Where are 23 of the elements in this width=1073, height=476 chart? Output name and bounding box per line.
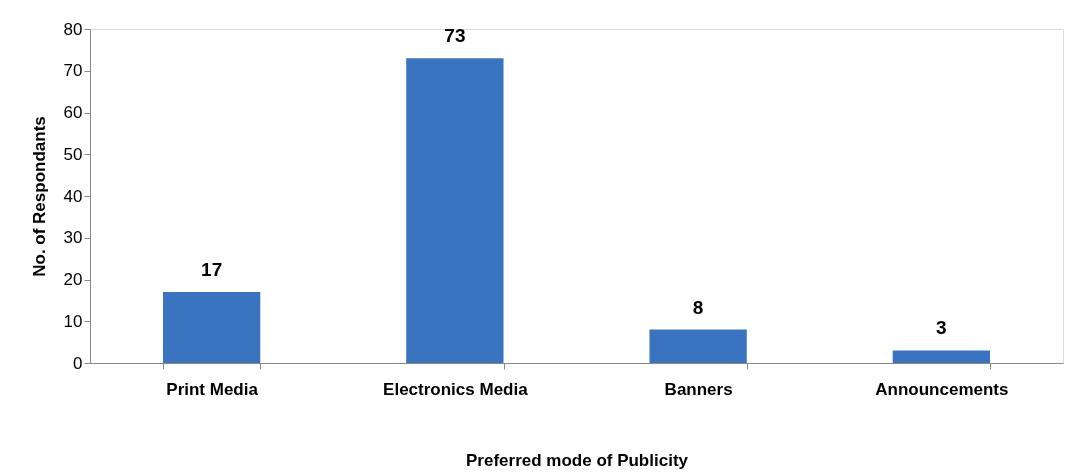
y-tick-label: 80 bbox=[63, 19, 83, 39]
bar bbox=[406, 58, 504, 363]
x-axis-title: Preferred mode of Publicity bbox=[466, 450, 689, 470]
y-tick-label: 50 bbox=[63, 144, 83, 164]
y-tick-label: 10 bbox=[63, 311, 83, 331]
data-label: 3 bbox=[936, 317, 947, 339]
y-tick-label: 60 bbox=[63, 103, 83, 122]
y-tick-label: 20 bbox=[63, 270, 83, 289]
x-tick-label: Print Media bbox=[166, 379, 259, 399]
y-tick-label: 0 bbox=[73, 353, 83, 373]
data-label: 8 bbox=[692, 296, 704, 318]
bar bbox=[649, 329, 747, 363]
x-tick-label: Electronics Media bbox=[383, 379, 529, 399]
bar bbox=[892, 350, 991, 363]
y-axis-title: No. of Respondants bbox=[29, 116, 49, 277]
x-tick-label: Announcements bbox=[875, 379, 1009, 399]
data-label: 73 bbox=[444, 25, 466, 47]
bar bbox=[162, 292, 261, 363]
y-tick-label: 30 bbox=[63, 228, 83, 248]
x-tick-label: Banners bbox=[664, 379, 733, 399]
y-tick-label: 40 bbox=[63, 186, 83, 206]
y-tick-label: 70 bbox=[63, 61, 83, 81]
data-label: 17 bbox=[201, 259, 223, 281]
